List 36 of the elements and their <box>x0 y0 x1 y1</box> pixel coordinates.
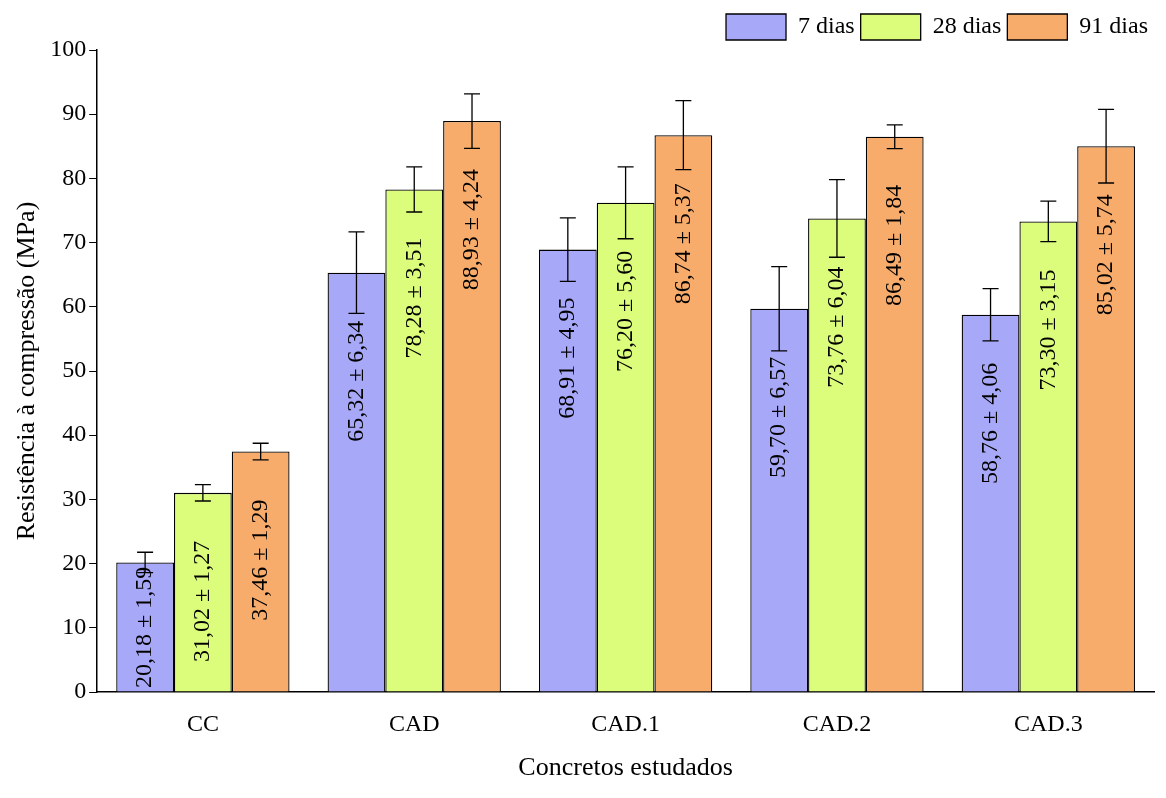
legend-label: 91 dias <box>1079 12 1149 39</box>
data-label: 73,30 ± 3,15 <box>1033 269 1060 391</box>
data-label: 59,70 ± 6,57 <box>764 356 791 478</box>
data-label: 58,76 ± 4,06 <box>975 362 1002 484</box>
legend-label: 28 dias <box>932 12 1002 39</box>
y-tick-label: 90 <box>62 99 87 126</box>
y-tick-label: 0 <box>74 677 87 704</box>
data-label: 37,46 ± 1,29 <box>245 499 272 621</box>
y-tick-label: 10 <box>62 613 87 640</box>
x-tick-label: CC <box>186 709 219 736</box>
y-axis-title: Resistência à compressão (MPa) <box>11 201 41 541</box>
data-label: 65,32 ± 6,34 <box>341 320 368 442</box>
data-label: 20,18 ± 1,59 <box>130 566 157 688</box>
data-label: 86,49 ± 1,84 <box>880 184 907 306</box>
x-axis-title: Concretos estudados <box>518 752 733 782</box>
y-tick-label: 70 <box>62 227 87 254</box>
x-tick-label: CAD.1 <box>591 709 660 736</box>
x-tick-label: CAD.3 <box>1013 709 1083 736</box>
x-tick-label: CAD <box>388 709 440 736</box>
data-label: 78,28 ± 3,51 <box>399 237 426 359</box>
y-tick-label: 20 <box>62 548 87 575</box>
data-label: 85,02 ± 5,74 <box>1091 194 1118 316</box>
data-label: 76,20 ± 5,60 <box>610 250 637 372</box>
y-tick-label: 60 <box>62 292 87 319</box>
data-label: 68,91 ± 4,95 <box>553 297 580 419</box>
y-tick-label: 100 <box>50 35 87 62</box>
data-label: 73,76 ± 6,04 <box>822 266 849 388</box>
legend-label: 7 dias <box>798 12 855 39</box>
y-tick-label: 40 <box>62 420 87 447</box>
data-label: 86,74 ± 5,37 <box>668 183 695 305</box>
x-tick-label: CAD.2 <box>802 709 872 736</box>
y-tick-label: 80 <box>62 163 87 190</box>
y-tick-label: 50 <box>62 356 87 383</box>
data-label: 31,02 ± 1,27 <box>188 540 215 663</box>
y-tick-label: 30 <box>62 484 87 511</box>
data-label: 88,93 ± 4,24 <box>457 169 484 291</box>
